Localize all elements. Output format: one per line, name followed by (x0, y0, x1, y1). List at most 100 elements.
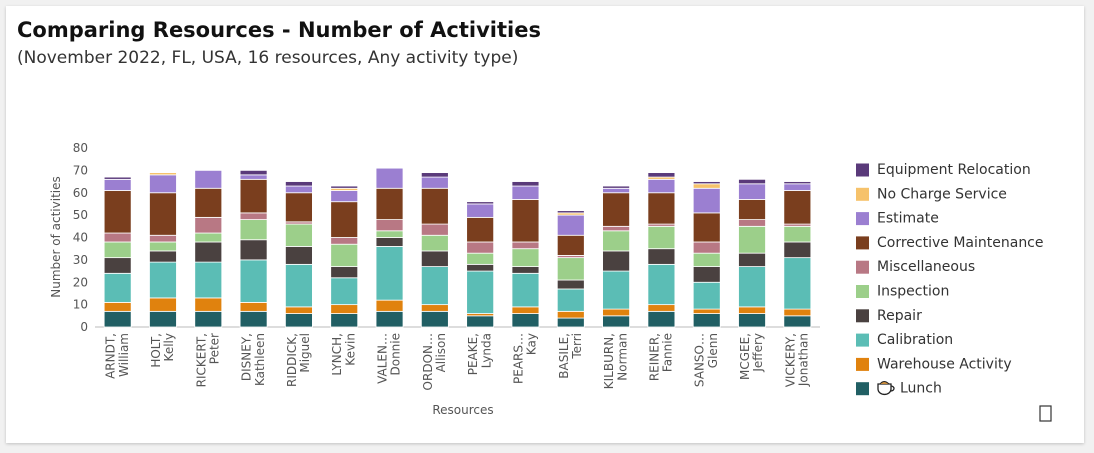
bar-segment (602, 225, 630, 232)
y-tick-label: 50 (73, 208, 88, 222)
lunch-icon (877, 381, 895, 396)
bar-segment (602, 315, 630, 328)
bar-segment (466, 201, 495, 205)
bar-segment (511, 272, 540, 308)
bar-segment (149, 234, 177, 243)
y-tick-label: 60 (73, 186, 88, 200)
bar-segment (783, 183, 812, 191)
bar-segment (511, 181, 540, 187)
bar-segment (511, 266, 540, 274)
bar-segment (466, 216, 495, 243)
bar-segment (375, 187, 404, 220)
bar-segment (375, 246, 404, 301)
bar-segment (692, 308, 721, 314)
x-tick-label: LYNCH,Kevin (330, 333, 357, 376)
bar-segment (647, 263, 676, 306)
bar-segment (692, 281, 721, 310)
bar-segment (692, 313, 721, 328)
legend-swatch (856, 357, 869, 371)
y-tick-label: 30 (73, 253, 88, 267)
bar-segment (103, 232, 132, 243)
bar-segment (692, 181, 721, 185)
bar-segment (103, 301, 132, 312)
bar-segment (556, 214, 585, 236)
bar-segment (602, 270, 630, 310)
bar-segment (285, 263, 313, 308)
x-tick-label: DISNEY,Kathleen (240, 333, 267, 386)
bar-segment (692, 187, 721, 214)
y-tick-label: 80 (73, 141, 88, 155)
card (6, 6, 1084, 443)
x-tick-label: ORDON…Allison (421, 333, 448, 390)
legend-label: Warehouse Activity (877, 356, 1012, 372)
bar-segment (330, 190, 359, 203)
legend-swatch (856, 260, 869, 274)
legend-label: Inspection (877, 284, 949, 300)
x-axis-label: Resources (432, 403, 493, 417)
bar-segment (330, 185, 359, 189)
bar-segment (647, 304, 676, 312)
y-tick-label: 40 (73, 231, 88, 245)
bar-segment (285, 246, 313, 265)
bar-segment (420, 304, 449, 312)
x-tick-label: PEARS…Kay (511, 333, 538, 384)
y-tick-label: 10 (73, 298, 88, 312)
bar-segment (556, 234, 585, 256)
bar-segment (194, 216, 223, 234)
bar-segment (103, 257, 132, 274)
bar-segment (420, 187, 449, 225)
x-tick-label: MCGEE,Jeffery (738, 333, 765, 380)
bar-segment (420, 310, 449, 328)
x-tick-label: VICKERY,Jonathan (783, 333, 810, 387)
legend-label: Repair (877, 308, 922, 324)
bar-segment (556, 317, 585, 328)
chart-subtitle: (November 2022, FL, USA, 16 resources, A… (17, 48, 518, 68)
options-icon[interactable] (1039, 405, 1052, 422)
bar-segment (647, 310, 676, 328)
x-tick-label: ARNDT,William (104, 333, 131, 379)
bar-segment (420, 223, 449, 236)
bar-segment (194, 310, 223, 328)
bar-segment (511, 199, 540, 243)
x-tick-label: KILBURN,Norman (602, 333, 629, 389)
bar-segment (466, 203, 495, 218)
bar-segment (239, 212, 268, 220)
legend-swatch (856, 187, 869, 201)
x-tick-label: VALEN…Donnie (376, 333, 403, 384)
legend-label: Calibration (877, 332, 953, 348)
bar-segment (239, 174, 268, 180)
bar-segment (330, 266, 359, 279)
bar-segment (239, 178, 268, 214)
x-tick-label: HOLT,Kelly (149, 333, 176, 368)
bar-segment (466, 252, 495, 265)
bar-segment (330, 277, 359, 306)
legend-swatch (856, 382, 869, 396)
legend-label: Miscellaneous (877, 259, 975, 275)
bar-segment (149, 241, 177, 252)
bar-segment (194, 169, 223, 189)
bar-segment (511, 306, 540, 314)
x-tick-label: SANSO…Glenn (693, 333, 720, 387)
bar-segment (783, 257, 812, 310)
bar-segment (511, 248, 540, 267)
bar-segment (194, 232, 223, 243)
bar-segment (602, 308, 630, 317)
bar-segment (375, 310, 404, 328)
bar-segment (556, 310, 585, 319)
bar-segment (602, 185, 630, 189)
bar-segment (466, 270, 495, 314)
bar-segment (239, 310, 268, 328)
bar-segment (103, 190, 132, 234)
bar-segment (692, 266, 721, 283)
bar-segment (466, 241, 495, 254)
bar-segment (556, 288, 585, 312)
bar-segment (738, 178, 766, 185)
bar-segment (194, 241, 223, 263)
bar-segment (239, 301, 268, 312)
bar-segment (647, 248, 676, 265)
bar-segment (103, 310, 132, 328)
y-tick-label: 0 (80, 320, 88, 334)
bar-segment (375, 299, 404, 312)
legend-label: Equipment Relocation (877, 162, 1031, 178)
bar-segment (556, 210, 585, 214)
